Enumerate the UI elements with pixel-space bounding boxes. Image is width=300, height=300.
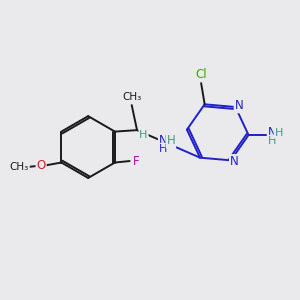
Text: H: H bbox=[268, 136, 276, 146]
Text: N: N bbox=[235, 99, 243, 112]
Text: Cl: Cl bbox=[195, 68, 207, 81]
Text: CH₃: CH₃ bbox=[10, 162, 29, 172]
Text: N: N bbox=[159, 134, 168, 147]
Text: N: N bbox=[268, 126, 277, 139]
Text: O: O bbox=[37, 159, 46, 172]
Text: H: H bbox=[275, 128, 283, 138]
Text: N: N bbox=[230, 155, 239, 168]
Text: H: H bbox=[167, 134, 175, 147]
Text: F: F bbox=[133, 154, 140, 167]
Text: CH₃: CH₃ bbox=[122, 92, 141, 102]
Text: H: H bbox=[139, 130, 148, 140]
Text: H: H bbox=[159, 144, 167, 154]
